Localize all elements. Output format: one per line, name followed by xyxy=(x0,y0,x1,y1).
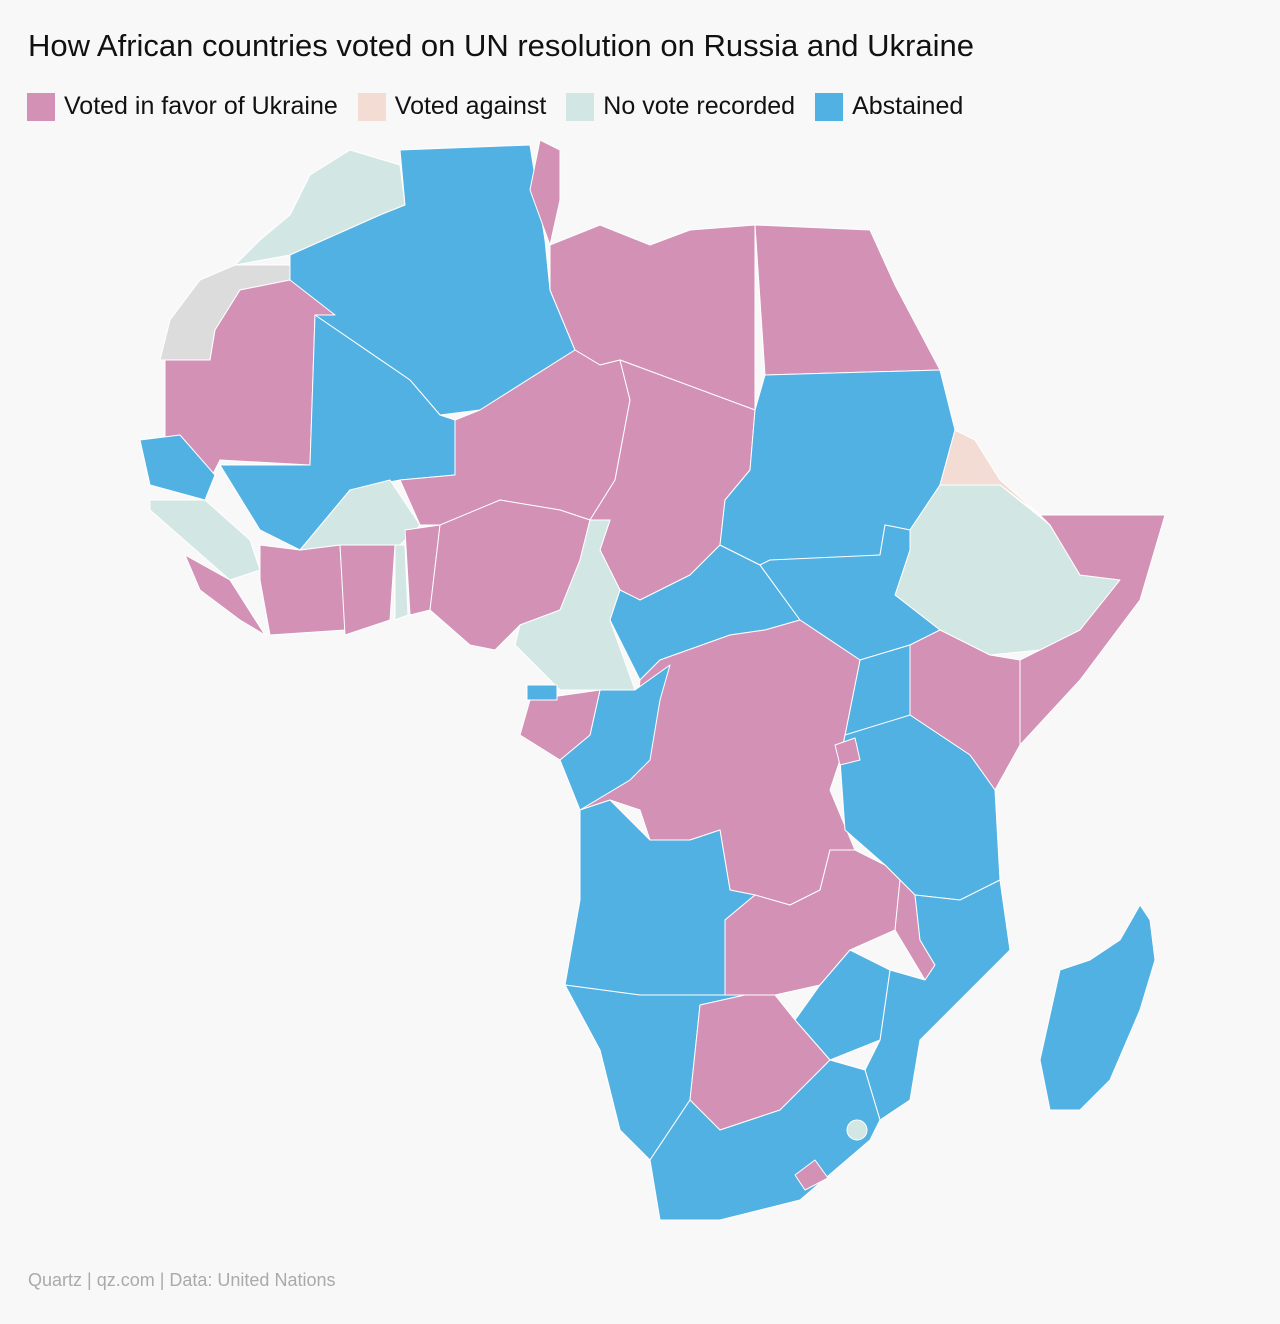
legend-swatch xyxy=(357,92,386,121)
country xyxy=(759,524,941,661)
country xyxy=(234,149,406,266)
legend-label: No vote recorded xyxy=(603,92,796,120)
legend-swatch xyxy=(566,92,595,121)
country xyxy=(149,499,261,581)
country xyxy=(529,139,561,246)
legend-item: Abstained xyxy=(815,92,963,121)
country xyxy=(259,544,346,636)
country xyxy=(834,737,861,766)
country xyxy=(184,554,266,636)
country xyxy=(754,224,941,376)
country xyxy=(394,544,409,621)
country xyxy=(339,544,396,636)
legend-label: Abstained xyxy=(852,92,964,120)
country xyxy=(1039,904,1156,1111)
legend-label: Voted against xyxy=(394,92,547,120)
legend-item: Voted in favor of Ukraine xyxy=(27,92,338,121)
country xyxy=(139,434,216,501)
country xyxy=(164,279,336,481)
legend-swatch xyxy=(815,92,844,121)
source: Quartz | qz.com | Data: United Nations xyxy=(28,1270,336,1290)
country xyxy=(526,684,558,701)
title: How African countries voted on UN resolu… xyxy=(28,28,974,63)
legend: Voted in favor of Ukraine Voted against No… xyxy=(27,92,963,121)
legend-item: Voted against xyxy=(357,92,547,121)
country xyxy=(794,1159,829,1191)
country xyxy=(846,1119,868,1141)
legend-item: No vote recorded xyxy=(566,92,795,121)
legend-swatch xyxy=(27,92,55,121)
legend-label: Voted in favor of Ukraine xyxy=(64,92,338,120)
country xyxy=(519,689,601,761)
